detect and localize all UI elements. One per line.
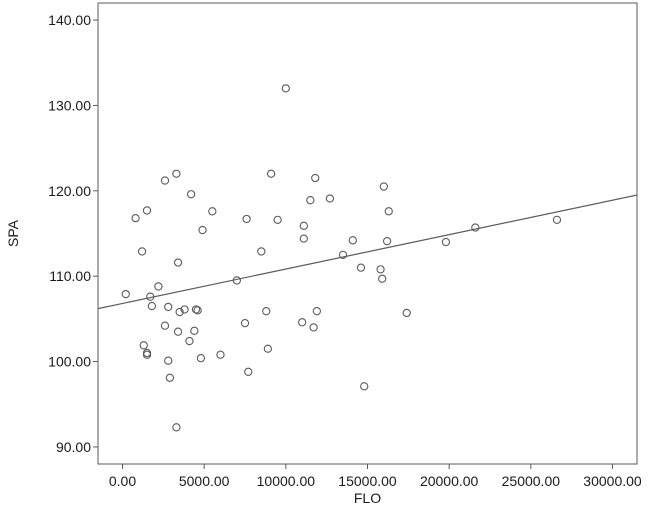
y-tick-label: 140.00 <box>48 12 91 28</box>
x-tick-label: 25000.00 <box>502 473 561 489</box>
data-point <box>348 236 357 245</box>
data-point <box>273 215 282 224</box>
data-point <box>240 318 250 328</box>
data-point <box>325 194 335 203</box>
data-point <box>471 223 480 232</box>
data-point <box>196 353 206 363</box>
data-point <box>356 263 366 272</box>
data-point <box>262 307 271 316</box>
x-tick-label: 20000.00 <box>420 473 479 489</box>
data-point <box>121 289 130 299</box>
data-point <box>198 225 207 235</box>
data-point <box>165 373 175 382</box>
x-axis: 0.00 5000.00 10000.00 15000.00 20000.00 25000… <box>109 464 642 489</box>
data-point <box>160 321 170 330</box>
data-point <box>382 237 392 246</box>
plot-frame <box>97 2 638 465</box>
data-point <box>160 176 170 185</box>
x-tick-label: 30000.00 <box>583 473 642 489</box>
data-point <box>257 247 266 256</box>
x-axis-label: FLO <box>354 490 381 506</box>
data-point <box>147 301 157 311</box>
data-point <box>299 234 308 243</box>
data-point <box>175 307 184 317</box>
data-point <box>185 336 194 346</box>
data-point <box>142 350 152 359</box>
data-point <box>164 356 173 365</box>
x-tick-label: 5000.00 <box>179 473 230 489</box>
regression-line-layer <box>97 194 638 310</box>
y-tick-label: 90.00 <box>56 439 91 455</box>
data-point <box>360 382 369 391</box>
data-point <box>376 265 385 274</box>
y-tick-label: 110.00 <box>49 268 91 284</box>
data-point <box>441 237 451 247</box>
data-point <box>142 348 152 358</box>
y-tick-label: 120.00 <box>48 183 91 199</box>
data-point <box>298 318 307 327</box>
data-point <box>384 207 393 216</box>
data-point <box>172 169 181 178</box>
data-point <box>281 84 290 93</box>
data-point <box>232 276 241 285</box>
data-point <box>173 327 183 336</box>
data-point <box>137 247 147 256</box>
data-point <box>142 206 152 215</box>
data-point <box>378 274 387 283</box>
data-point <box>180 305 189 314</box>
y-tick-label: 130.00 <box>48 97 91 113</box>
data-point <box>154 282 163 291</box>
data-point <box>186 190 196 199</box>
data-point <box>173 258 183 267</box>
y-axis: 90.00 100.00 110.00 120.00 130.00 140.00 <box>48 12 98 455</box>
data-point <box>216 350 225 359</box>
data-point <box>164 302 173 312</box>
data-point <box>139 341 148 350</box>
data-point <box>266 169 276 178</box>
x-tick-label: 15000.00 <box>338 473 397 489</box>
data-point <box>312 307 322 316</box>
x-tick-label: 10000.00 <box>257 473 316 489</box>
data-point <box>379 182 388 191</box>
data-point <box>190 326 199 335</box>
data-point <box>402 308 411 318</box>
x-tick-label: 0.00 <box>109 473 136 489</box>
data-point <box>299 221 308 230</box>
data-point <box>309 323 318 332</box>
data-point <box>146 292 155 301</box>
data-point <box>172 423 181 432</box>
data-points-layer <box>121 84 562 432</box>
data-point <box>552 215 562 224</box>
regression-line <box>97 194 638 310</box>
data-point <box>306 196 315 205</box>
data-point <box>244 367 253 376</box>
data-point <box>193 306 202 315</box>
y-axis-label: SPA <box>5 219 21 247</box>
data-point <box>242 214 251 224</box>
data-point <box>311 173 320 183</box>
data-point <box>338 250 348 259</box>
data-point <box>131 213 140 223</box>
y-tick-label: 100.00 <box>48 354 91 370</box>
data-point <box>263 344 273 353</box>
data-point <box>208 207 217 216</box>
